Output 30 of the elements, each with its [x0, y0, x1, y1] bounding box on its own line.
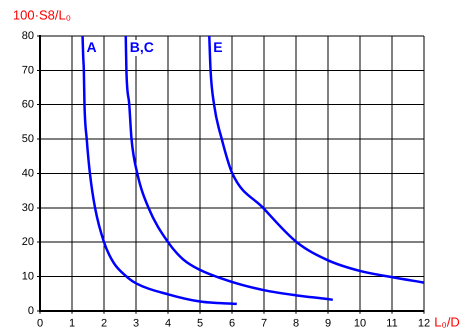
x-tick-label: 11 [386, 317, 398, 330]
x-axis-title: L₀/D [434, 314, 460, 330]
x-tick-label: 2 [100, 317, 108, 330]
y-tick-label: 40 [22, 167, 34, 180]
y-tick-label: 20 [22, 236, 34, 248]
y-tick-label: 0 [28, 304, 34, 317]
series-label: B,C [130, 38, 154, 55]
line-series [81, 36, 238, 306]
y-tick-label: 70 [22, 64, 34, 76]
x-tick-label: 10 [354, 317, 366, 330]
y-tick-label: 60 [22, 98, 34, 111]
x-tick-label: 4 [164, 317, 172, 330]
x-tick-label: 6 [228, 317, 236, 330]
y-tick-label: 80 [22, 30, 34, 42]
x-tick-label: 7 [260, 317, 268, 330]
line-series [124, 36, 334, 302]
series-label: E [213, 38, 223, 55]
x-tick-label: 8 [292, 317, 300, 330]
y-tick-label: 50 [22, 133, 34, 146]
x-tick-label: 12 [418, 317, 430, 330]
y-tick-label: 30 [22, 202, 34, 214]
y-tick-label: 10 [22, 270, 34, 282]
x-tick-label: 1 [68, 317, 76, 330]
x-tick-label: 0 [36, 317, 44, 330]
series-label: A [86, 38, 97, 55]
x-tick-label: 5 [196, 317, 204, 330]
x-tick-label: 9 [324, 317, 332, 330]
y-axis-title: 100·S8/L₀ [12, 8, 72, 23]
line-series [208, 36, 424, 284]
x-tick-label: 3 [132, 317, 140, 330]
